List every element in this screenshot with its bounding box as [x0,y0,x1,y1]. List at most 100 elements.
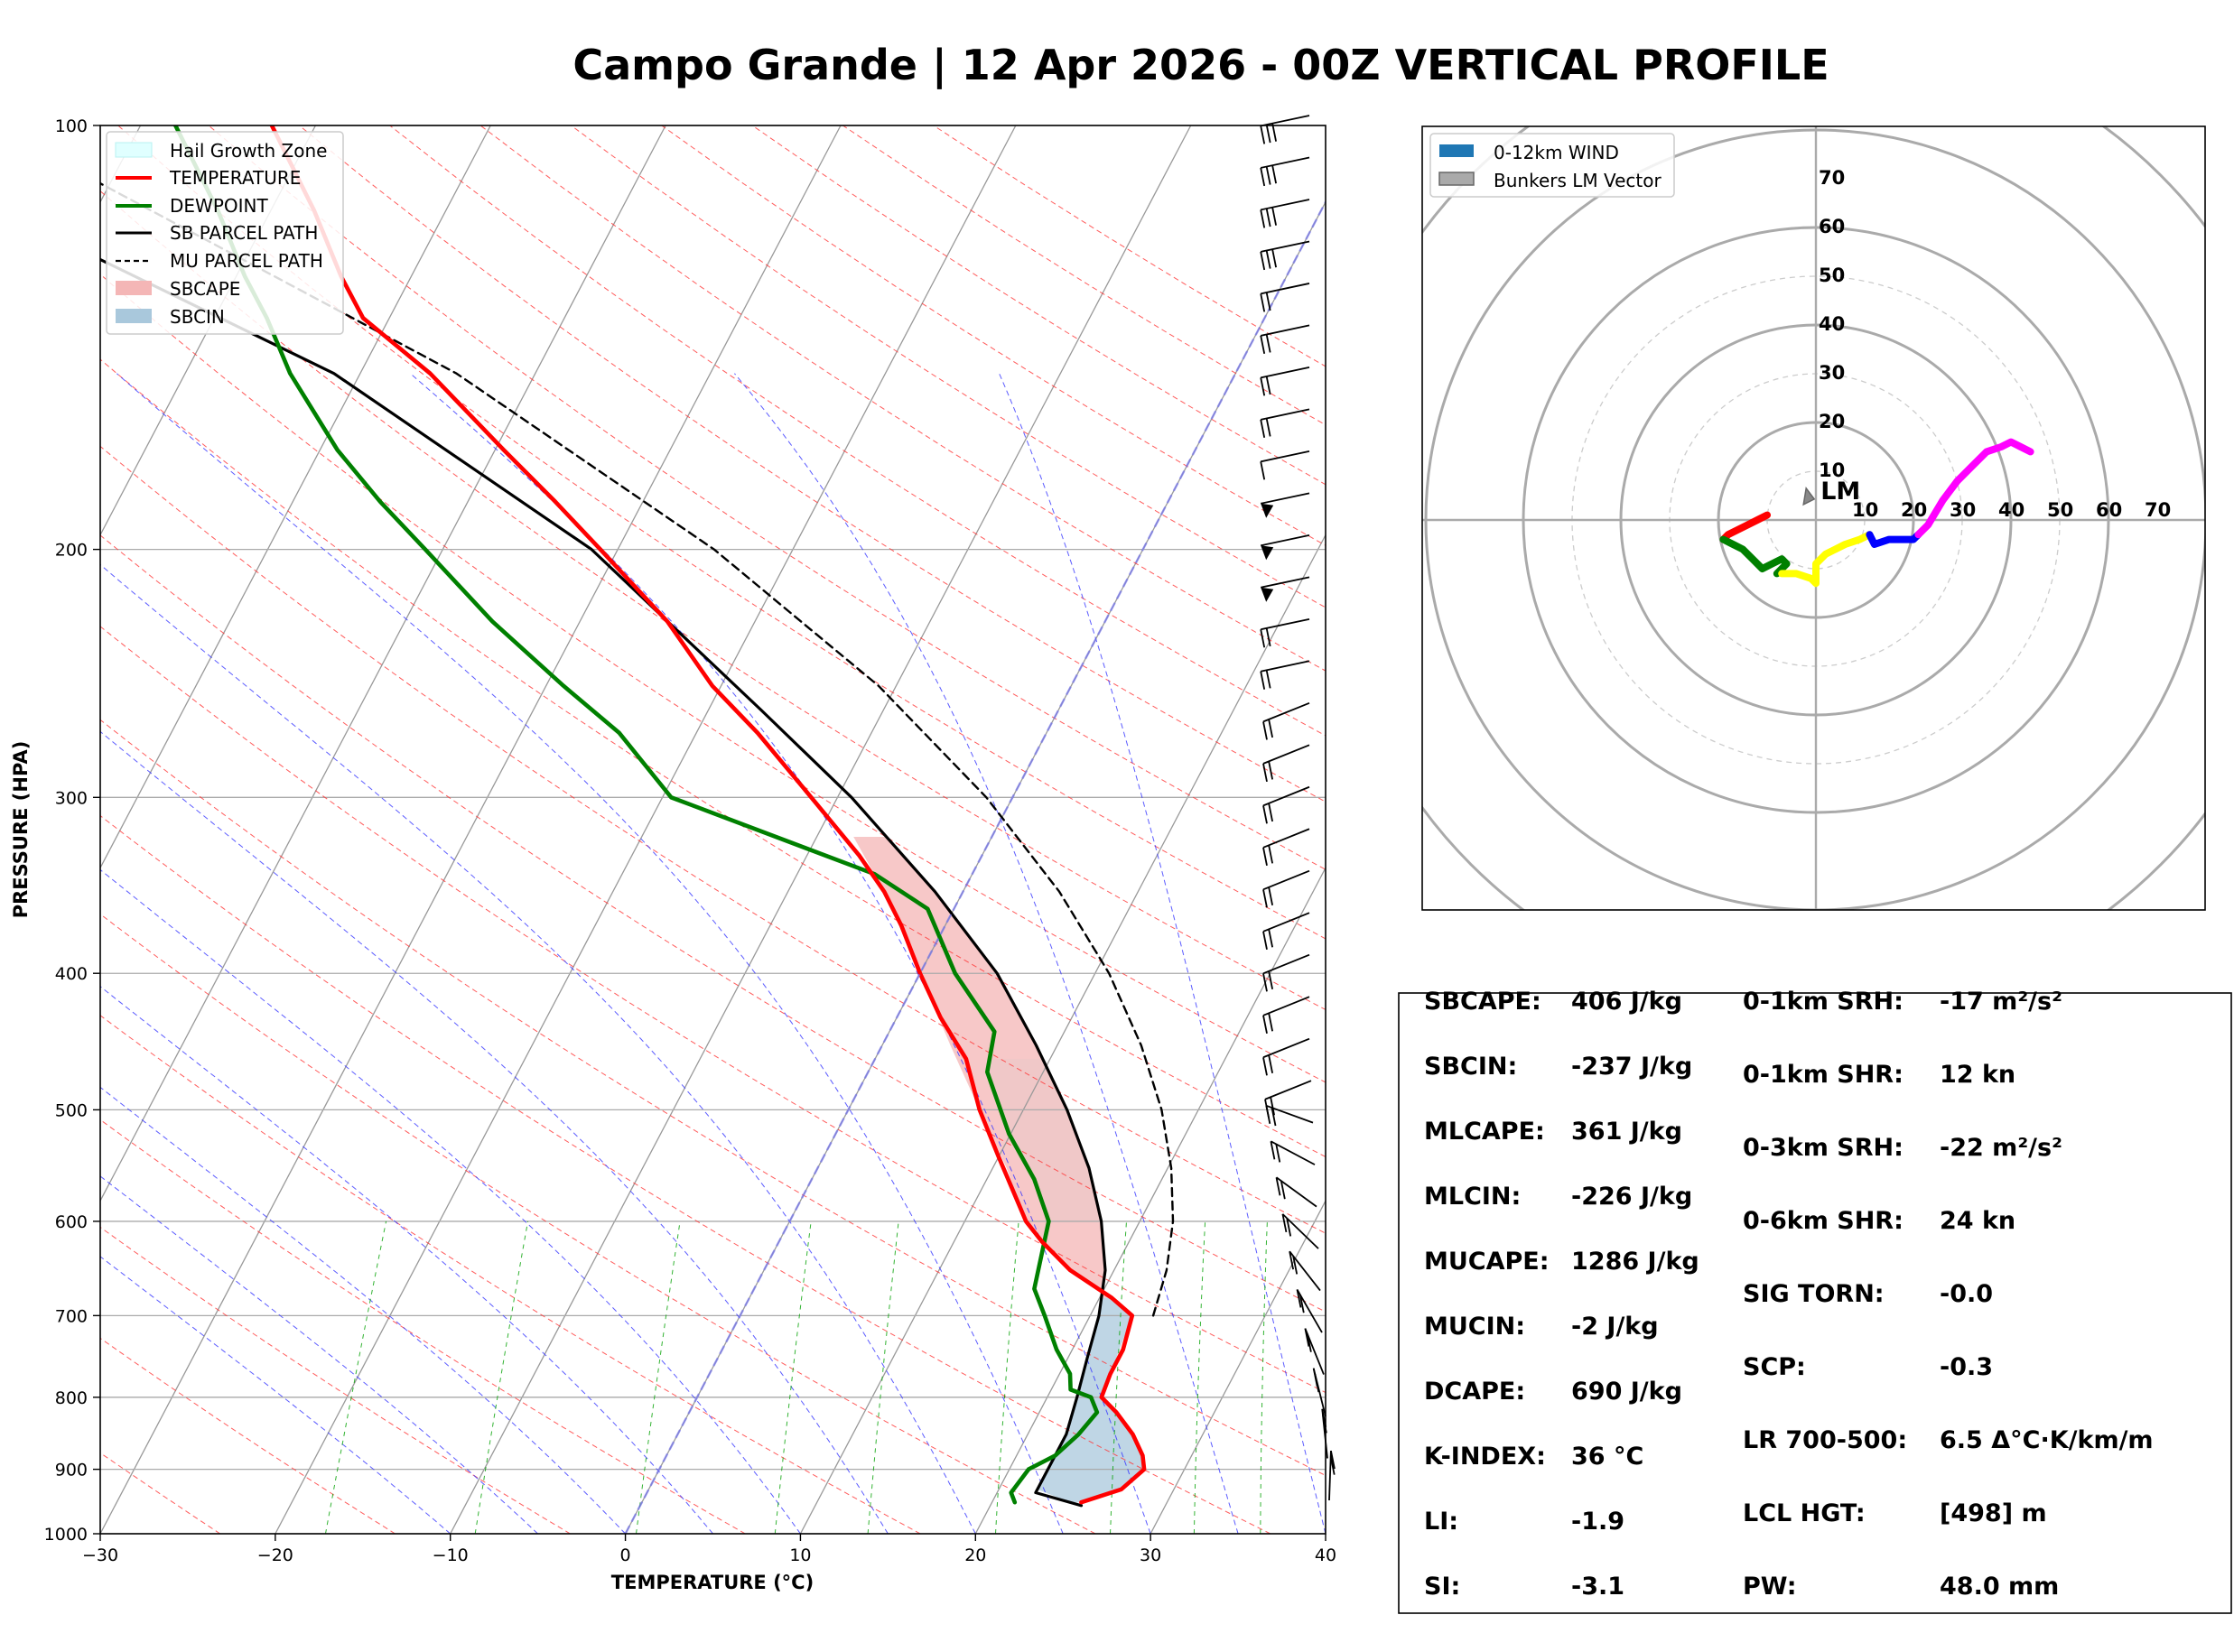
wind-barb-feather [1262,931,1268,950]
index-label: DCAPE: [1424,1378,1525,1406]
wind-barb-staff [1266,1104,1314,1124]
mixing-ratio-line [867,1220,899,1534]
wind-barb [1262,828,1310,867]
wind-barb-staff [1261,240,1310,253]
dry-adiabat-line [299,125,1326,803]
indices-frame [1398,992,2232,1614]
index-label: MUCIN: [1424,1313,1525,1341]
wind-barb [1262,996,1310,1034]
wind-barb-feather [1265,670,1271,689]
chart-title: Campo Grande | 12 Apr 2026 - 00Z VERTICA… [572,41,1829,90]
wind-barb-feather [1260,209,1266,228]
legend-hail-label: Hail Growth Zone [170,140,327,162]
mixing-ratio-line [325,1220,387,1534]
wind-barb-feather [1268,929,1274,948]
wind-barb-feather [1329,1456,1336,1475]
index-value: -226 J/kg [1571,1183,1692,1211]
wind-barb-feather [1268,970,1274,990]
wind-barb-feather [1262,973,1268,992]
wind-barb [1262,701,1310,740]
legend-sbcin-swatch [116,309,152,323]
y-tick-label: 700 [55,1306,88,1326]
wind-barb-flag [1261,503,1274,518]
hodograph-frame [1421,125,2206,911]
index-value: -0.0 [1940,1280,1993,1308]
legend-sbcin-label: SBCIN [170,306,225,328]
wind-barb-staff [1261,115,1310,127]
hodo-axis-label: 40 [1998,499,2025,521]
wind-barb-feather [1299,1294,1305,1313]
wind-barb-feather [1271,164,1277,184]
index-label: SBCIN: [1424,1053,1517,1081]
wind-barb-flag [1261,545,1274,561]
skewt-frame [99,125,1326,1535]
mixing-ratio-line [1110,1220,1127,1534]
bunkers-lm-arrow [1802,487,1816,506]
y-tick-label: 600 [55,1212,88,1232]
wind-barb-feather [1262,889,1268,908]
wind-barb-feather [1262,1015,1268,1034]
legend-sbcape-swatch [116,281,152,295]
wind-barb-feather [1265,627,1271,647]
wind-barb-staff [1262,912,1310,933]
wind-barb [1260,240,1310,271]
wind-barb-staff [1275,1176,1317,1208]
wind-barb-staff [1261,367,1310,379]
wind-barb-feather [1260,671,1266,690]
wind-barb-feather [1268,886,1274,906]
isotherm-line [1150,1199,1326,1534]
wind-barb-feather [1296,1289,1302,1308]
wind-barb-feather [1262,805,1268,824]
wind-barb-staff [1261,576,1310,589]
hodograph-legend: 0-12km WIND Bunkers LM Vector [1429,133,1675,198]
temperature-line [269,125,1147,1505]
wind-barb-feather [1260,293,1266,312]
wind-barb-staff [1261,534,1310,547]
wind-barb [1261,534,1310,561]
wind-barb-feather [1292,1256,1299,1275]
hodograph-grid: 10 20 30 40 50 60 70 10 20 30 40 50 60 70 [1422,126,2205,910]
index-value: 24 kn [1940,1207,2015,1235]
index-value: -0.3 [1940,1353,1993,1381]
index-value: 361 J/kg [1571,1118,1682,1146]
wind-barb [1262,1037,1310,1076]
hodo-ring-label: 60 [1819,216,1845,237]
index-value: 406 J/kg [1571,988,1682,1016]
dry-adiabat-line [100,719,1326,1477]
y-tick-label: 900 [55,1461,88,1480]
moist-adiabat-line [100,730,889,1534]
index-value: [498] m [1940,1499,2047,1527]
wind-barb-staff [1261,450,1310,463]
moist-adiabat-line [100,1175,538,1534]
index-label: 0-3km SRH: [1743,1134,1904,1162]
skewt-legend: Hail Growth Zone TEMPERATURE DEWPOINT SB… [106,131,344,335]
wind-barb [1260,199,1310,228]
index-value: -1.9 [1571,1508,1624,1536]
moist-adiabat-line [999,373,1326,1534]
wind-barb-feather [1260,167,1266,187]
index-value: -2 J/kg [1571,1313,1659,1341]
dry-adiabat-line [100,913,1096,1534]
y-axis-label: PRESSURE (HPA) [10,741,32,919]
wind-barb [1262,912,1310,950]
dry-adiabat-line [117,125,1326,940]
wind-barb [1262,744,1310,783]
isotherm-line [100,125,491,869]
y-tick-label: 400 [55,964,88,984]
wind-barb-staff [1261,617,1310,631]
wind-barb-feather [1271,207,1277,226]
legend-box [106,131,344,335]
hodo-axis-label: 70 [2145,499,2171,521]
hodo-axis-label: 50 [2047,499,2073,521]
wind-barb-feather [1262,847,1268,867]
wind-barb-staff [1262,869,1310,891]
wind-barb [1262,953,1310,992]
wind-barb-flag [1261,587,1274,602]
mixing-ratio-line [1260,1220,1268,1534]
x-tick-label: 30 [1140,1545,1161,1565]
index-label: LI: [1424,1508,1458,1536]
wind-barb [1260,283,1310,312]
hodograph-trace: LM [1719,438,2034,588]
mixing-ratio-line [774,1220,812,1534]
wind-barb-feather [1268,1013,1274,1032]
